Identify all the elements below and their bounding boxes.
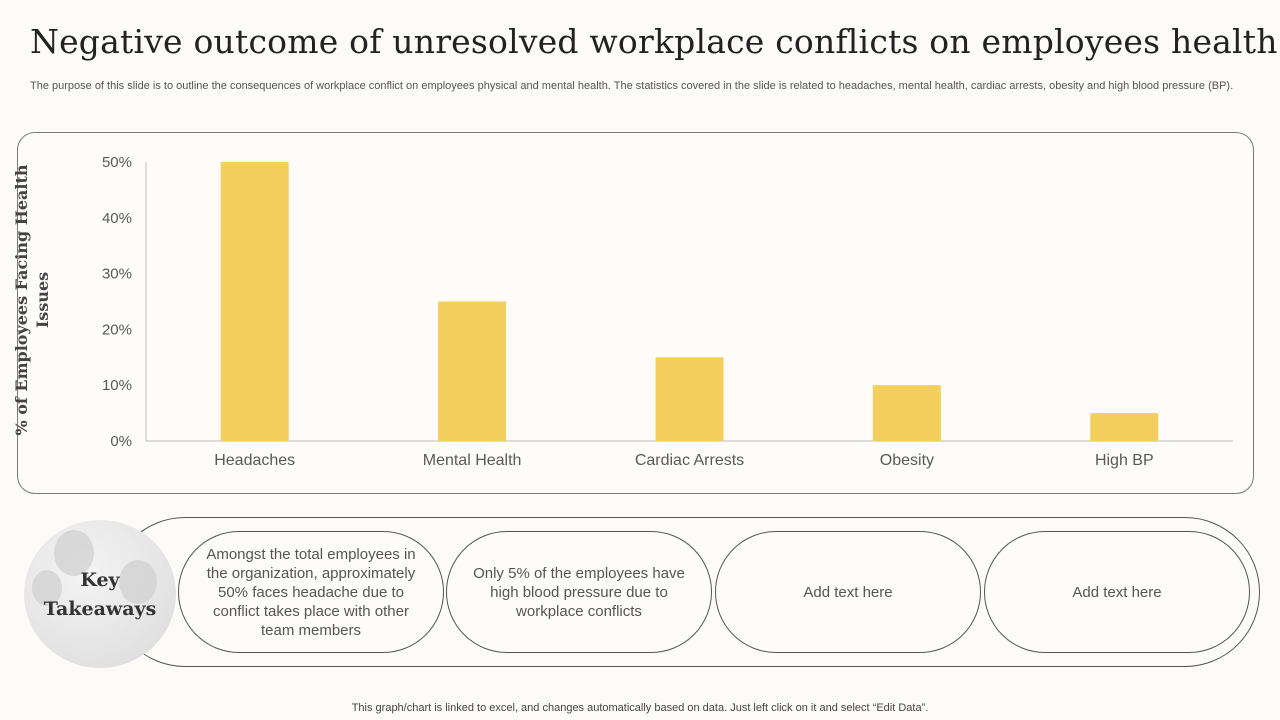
x-tick-label: Headaches xyxy=(214,452,295,469)
person-photo-shape xyxy=(32,570,62,606)
x-tick-label: Obesity xyxy=(880,452,934,469)
takeaway-pill-2: Only 5% of the employees have high blood… xyxy=(446,531,712,653)
footer-note: This graph/chart is linked to excel, and… xyxy=(351,702,929,714)
bar-mental-health xyxy=(438,301,507,441)
x-tick-label: High BP xyxy=(1095,452,1154,469)
y-tick-label: 20% xyxy=(102,321,132,338)
bar-high-bp xyxy=(1090,413,1159,441)
y-tick-label: 0% xyxy=(110,433,132,450)
y-axis-title-wrapper: % of Employees Facing Health Issues xyxy=(12,0,77,435)
takeaway-pill-3[interactable]: Add text here xyxy=(715,531,981,653)
key-takeaways-heading: Key Takeaways xyxy=(43,569,157,620)
y-tick-label: 30% xyxy=(102,266,132,283)
y-tick-label: 40% xyxy=(102,210,132,227)
page-title: Negative outcome of unresolved workplace… xyxy=(30,22,1278,61)
bar-obesity xyxy=(872,385,941,441)
person-photo-shape xyxy=(54,530,94,576)
y-axis-title: % of Employees Facing Health Issues xyxy=(12,164,52,436)
x-tick-label: Cardiac Arrests xyxy=(635,452,744,469)
takeaway-pill-1: Amongst the total employees in the organ… xyxy=(178,531,444,653)
bar-headaches xyxy=(220,162,289,441)
y-tick-label: 50% xyxy=(102,154,132,171)
x-tick-label: Mental Health xyxy=(423,452,522,469)
takeaway-pill-4[interactable]: Add text here xyxy=(984,531,1250,653)
page-subtitle: The purpose of this slide is to outline … xyxy=(30,80,1234,92)
key-takeaways-badge: Key Takeaways xyxy=(24,520,176,668)
y-tick-label: 10% xyxy=(102,377,132,394)
bar-cardiac-arrests xyxy=(655,357,724,441)
person-photo-shape xyxy=(119,560,157,604)
